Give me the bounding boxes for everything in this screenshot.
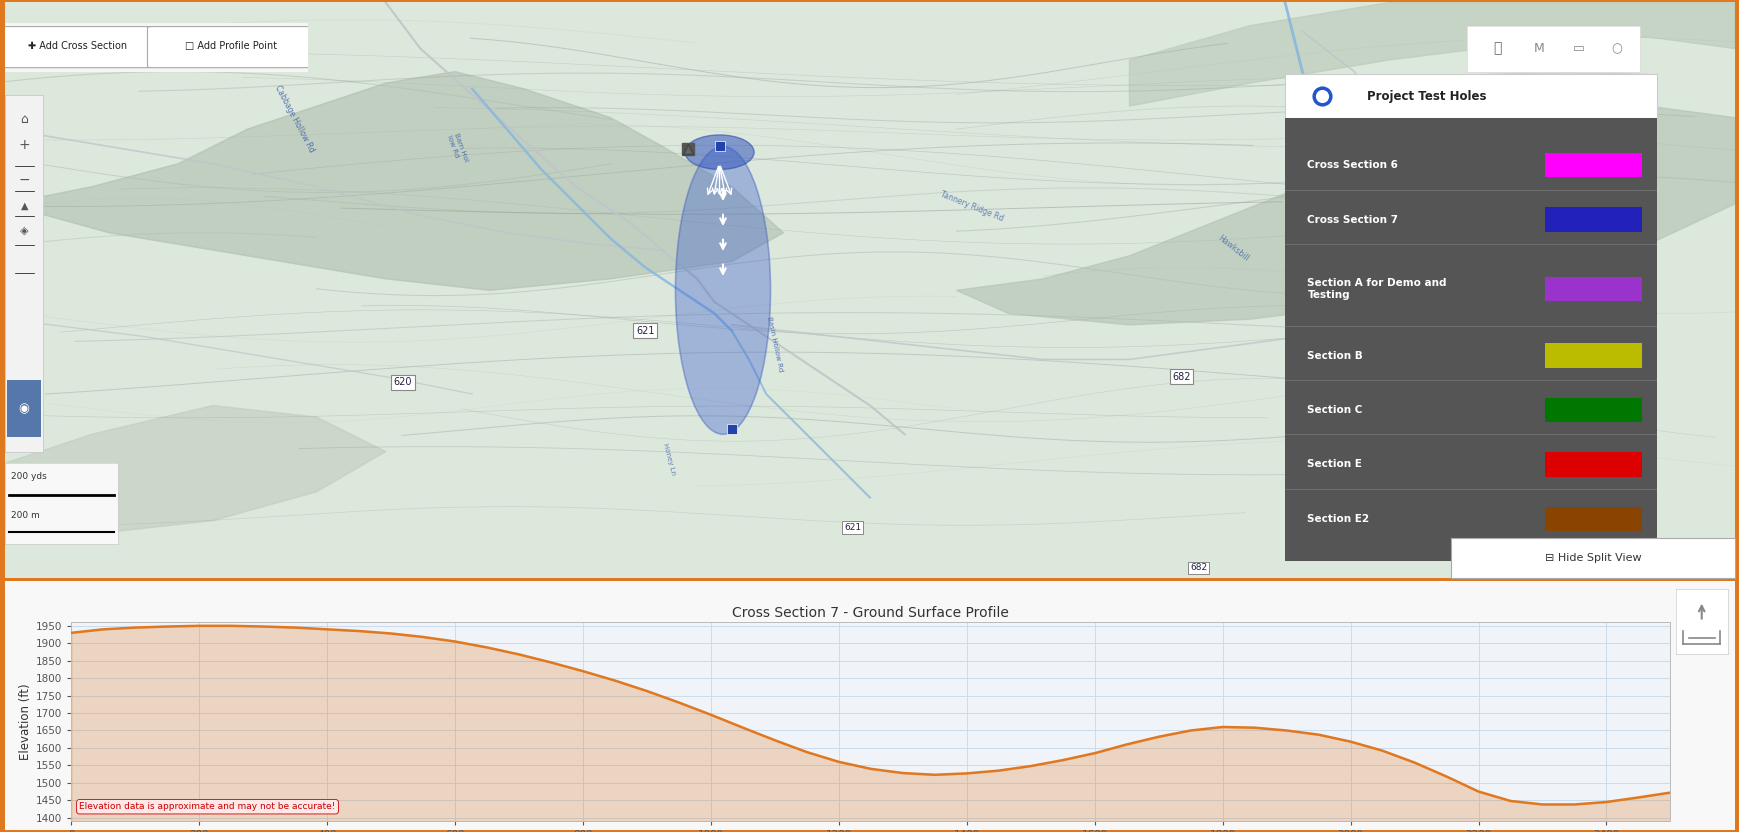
Text: ◉: ◉	[19, 402, 30, 415]
Bar	[1544, 277, 1642, 301]
Polygon shape	[956, 106, 1734, 325]
Text: ⌂: ⌂	[21, 113, 28, 126]
Text: ◈: ◈	[19, 225, 28, 235]
Text: ▲: ▲	[21, 201, 28, 210]
Bar	[1544, 153, 1642, 177]
Text: −: −	[19, 173, 30, 187]
FancyBboxPatch shape	[2, 27, 153, 67]
Text: Section C: Section C	[1306, 405, 1362, 415]
Text: Section A for Demo and
Testing: Section A for Demo and Testing	[1306, 278, 1447, 300]
Bar	[7, 380, 42, 438]
Text: ⊟ Hide Split View: ⊟ Hide Split View	[1544, 553, 1640, 563]
Text: Tannery Ridge Rd: Tannery Ridge Rd	[939, 190, 1005, 223]
Text: Section E2: Section E2	[1306, 514, 1369, 524]
FancyBboxPatch shape	[148, 27, 311, 67]
Ellipse shape	[675, 146, 770, 434]
Polygon shape	[5, 405, 386, 532]
Text: 620: 620	[393, 378, 412, 388]
Text: Honey Ln: Honey Ln	[663, 442, 676, 476]
Text: 200 yds: 200 yds	[10, 473, 47, 481]
Text: 682: 682	[1189, 563, 1207, 572]
Text: Cross Section 7: Cross Section 7	[1306, 215, 1398, 225]
Polygon shape	[956, 106, 1734, 325]
Text: 〜: 〜	[1492, 42, 1501, 56]
Text: Cross Section 6: Cross Section 6	[1306, 161, 1398, 171]
Text: M: M	[1534, 42, 1544, 55]
Text: 621: 621	[635, 325, 654, 335]
Text: PINE GROVE: PINE GROVE	[1353, 329, 1429, 339]
Text: Section B: Section B	[1306, 350, 1362, 360]
Y-axis label: Elevation (ft): Elevation (ft)	[19, 683, 31, 760]
Text: 200 m: 200 m	[10, 511, 40, 520]
Ellipse shape	[685, 135, 753, 170]
Text: Hawksbill: Hawksbill	[1216, 234, 1250, 264]
Polygon shape	[5, 72, 783, 290]
Text: 682: 682	[1172, 372, 1189, 382]
Text: +: +	[19, 137, 30, 151]
Text: Basin Hollow Rd: Basin Hollow Rd	[765, 315, 783, 372]
Bar	[1544, 344, 1642, 368]
Text: □ Add Profile Point: □ Add Profile Point	[184, 41, 277, 51]
Bar	[1544, 452, 1642, 477]
Text: Cabbage Hollow Rd: Cabbage Hollow Rd	[273, 84, 316, 154]
Text: Barn Hol
low Rd: Barn Hol low Rd	[445, 132, 468, 165]
Bar	[1544, 207, 1642, 232]
Text: ○: ○	[1610, 42, 1622, 55]
Bar	[1544, 398, 1642, 422]
Text: ▭: ▭	[1572, 42, 1584, 55]
Text: Section E: Section E	[1306, 459, 1362, 469]
Text: Project Test Holes: Project Test Holes	[1367, 90, 1485, 102]
Polygon shape	[1129, 2, 1734, 106]
Text: Elevation data is approximate and may not be accurate!: Elevation data is approximate and may no…	[80, 802, 336, 811]
Text: ✚ Add Cross Section: ✚ Add Cross Section	[28, 41, 127, 51]
Bar	[1544, 507, 1642, 531]
Text: Pine Grove Rd: Pine Grove Rd	[1336, 144, 1381, 189]
Text: 621: 621	[843, 523, 861, 532]
Polygon shape	[5, 72, 783, 290]
Title: Cross Section 7 - Ground Surface Profile: Cross Section 7 - Ground Surface Profile	[732, 606, 1009, 620]
